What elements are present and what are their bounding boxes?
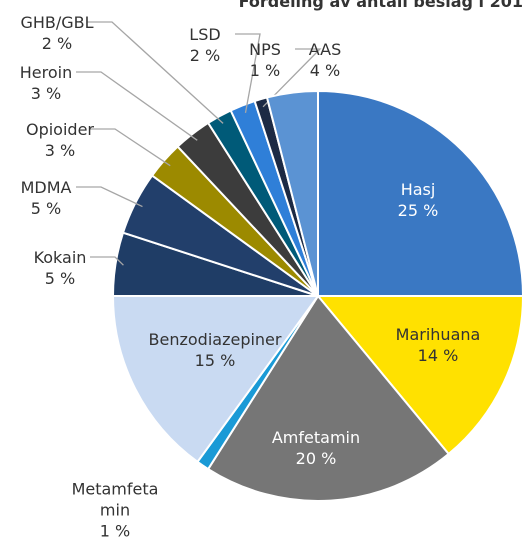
slice-label: Marihuana 14 % xyxy=(378,324,498,366)
leader-line xyxy=(90,128,171,167)
category-label: Opioider xyxy=(25,120,94,139)
value-label: 4 % xyxy=(309,61,341,80)
category-label: AAS xyxy=(308,40,342,59)
chart-title: Fordeling av antall beslag i 201 xyxy=(238,0,523,11)
value-label: 3 % xyxy=(30,84,62,103)
pie-slice xyxy=(265,89,319,297)
slice-label: Amfetamin 20 % xyxy=(256,427,376,469)
value-label: 1 % xyxy=(249,61,281,80)
category-label: Kokain xyxy=(33,248,87,267)
leader-line xyxy=(90,256,124,266)
leader-line xyxy=(235,33,261,113)
pie-slice xyxy=(317,89,523,297)
category-label: Amfetamin xyxy=(271,428,361,447)
category-label: Benzodiazepiner xyxy=(148,330,282,349)
category-label: Hasj xyxy=(400,180,436,199)
slice-label: AAS 4 % xyxy=(300,39,350,81)
value-label: 25 % xyxy=(397,201,439,220)
category-label: NPS xyxy=(249,40,281,59)
category-label: MDMA xyxy=(20,178,72,197)
slice-label: Heroin 3 % xyxy=(1,62,91,104)
value-label: 14 % xyxy=(417,346,459,365)
value-label: 5 % xyxy=(30,199,62,218)
slice-label: Kokain 5 % xyxy=(15,247,105,289)
value-label: 2 % xyxy=(41,34,73,53)
leader-line xyxy=(262,48,322,108)
slice-label: NPS 1 % xyxy=(240,39,290,81)
slice-label: Hasj 25 % xyxy=(358,179,478,221)
slice-label: Metamfetamin 1 % xyxy=(70,479,160,542)
category-label: LSD xyxy=(189,25,221,44)
category-label: Marihuana xyxy=(395,325,481,344)
pie-slice xyxy=(111,295,320,464)
slice-label: Benzodiazepiner 15 % xyxy=(135,329,295,371)
value-label: 2 % xyxy=(189,46,221,65)
pie-slice xyxy=(206,294,451,502)
value-label: 5 % xyxy=(44,269,76,288)
slice-label: GHB/GBL 2 % xyxy=(7,12,107,54)
leader-line xyxy=(76,71,198,141)
slice-label: Opioider 3 % xyxy=(15,119,105,161)
leader-line xyxy=(87,21,224,124)
value-label: 15 % xyxy=(194,351,236,370)
pie-slice xyxy=(315,295,523,456)
category-label: Metamfetamin xyxy=(71,479,159,520)
leader-line xyxy=(76,186,143,208)
slice-label: LSD 2 % xyxy=(175,24,235,66)
category-label: GHB/GBL xyxy=(20,13,94,32)
value-label: 3 % xyxy=(44,141,76,160)
value-label: 20 % xyxy=(295,449,337,468)
category-label: Heroin xyxy=(19,63,73,82)
slice-label: MDMA 5 % xyxy=(1,177,91,219)
value-label: 1 % xyxy=(99,521,131,541)
